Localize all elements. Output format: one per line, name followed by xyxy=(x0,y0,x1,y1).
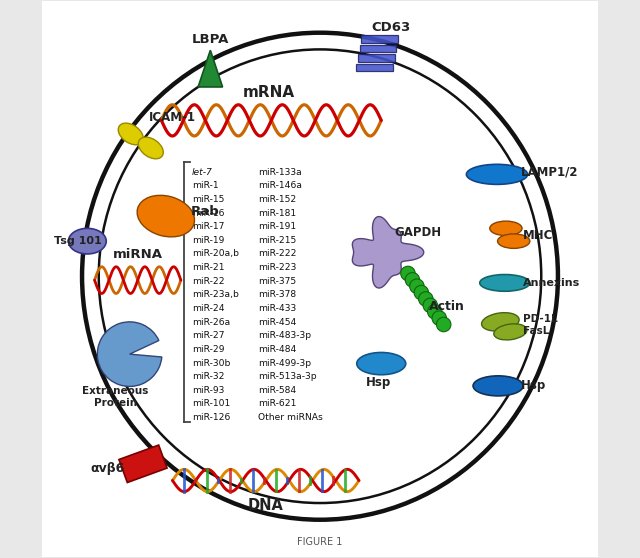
Text: DNA: DNA xyxy=(248,498,284,513)
Circle shape xyxy=(432,311,447,325)
Text: LAMP1/2: LAMP1/2 xyxy=(520,166,578,179)
Text: miR-181: miR-181 xyxy=(258,209,296,218)
Ellipse shape xyxy=(473,376,523,396)
Text: miR-584: miR-584 xyxy=(258,386,296,395)
Text: Extraneous
Protein: Extraneous Protein xyxy=(82,387,148,408)
Polygon shape xyxy=(198,50,223,87)
Text: miR-1: miR-1 xyxy=(192,181,219,190)
Text: GAPDH: GAPDH xyxy=(395,226,442,239)
Text: miR-15: miR-15 xyxy=(192,195,225,204)
Text: Rab: Rab xyxy=(191,205,220,218)
Text: miR-215: miR-215 xyxy=(258,236,296,245)
Text: ICAM-1: ICAM-1 xyxy=(148,111,196,124)
Polygon shape xyxy=(119,445,167,483)
Text: Other miRNAs: Other miRNAs xyxy=(258,413,323,422)
Text: miR-30b: miR-30b xyxy=(192,359,230,368)
Text: miR-126: miR-126 xyxy=(192,413,230,422)
Polygon shape xyxy=(358,54,395,62)
Text: miR-499-3p: miR-499-3p xyxy=(258,359,311,368)
Ellipse shape xyxy=(138,137,163,159)
Ellipse shape xyxy=(480,275,530,291)
Text: miR-101: miR-101 xyxy=(192,400,230,408)
Ellipse shape xyxy=(118,123,143,145)
Text: miR-378: miR-378 xyxy=(258,290,296,299)
FancyBboxPatch shape xyxy=(35,0,605,558)
Circle shape xyxy=(436,318,451,332)
Text: αvβ6: αvβ6 xyxy=(91,462,125,475)
Text: Hsp: Hsp xyxy=(520,379,546,392)
Text: miR-433: miR-433 xyxy=(258,304,296,313)
Polygon shape xyxy=(353,217,424,288)
Polygon shape xyxy=(356,64,393,71)
Text: miR-19: miR-19 xyxy=(192,236,225,245)
Text: miR-29: miR-29 xyxy=(192,345,225,354)
Text: mRNA: mRNA xyxy=(243,85,295,100)
Text: miR-621: miR-621 xyxy=(258,400,296,408)
Text: CD63: CD63 xyxy=(372,21,411,34)
Text: Hsp: Hsp xyxy=(365,376,391,389)
Text: miR-26a: miR-26a xyxy=(192,318,230,326)
Text: miR-93: miR-93 xyxy=(192,386,225,395)
Ellipse shape xyxy=(137,195,195,237)
Text: miR-16: miR-16 xyxy=(192,209,225,218)
Circle shape xyxy=(428,305,442,319)
Ellipse shape xyxy=(356,353,406,375)
Text: miR-20a,b: miR-20a,b xyxy=(192,249,239,258)
Text: miR-22: miR-22 xyxy=(192,277,225,286)
Circle shape xyxy=(419,292,433,306)
Text: miR-152: miR-152 xyxy=(258,195,296,204)
Text: miR-483-3p: miR-483-3p xyxy=(258,331,311,340)
Text: Annexins: Annexins xyxy=(523,278,580,288)
Circle shape xyxy=(423,298,438,312)
Text: miR-484: miR-484 xyxy=(258,345,296,354)
Text: LBPA: LBPA xyxy=(191,33,229,46)
Ellipse shape xyxy=(481,312,519,331)
Text: miR-17: miR-17 xyxy=(192,222,225,231)
Text: MHC: MHC xyxy=(523,229,553,242)
Text: Tsg 101: Tsg 101 xyxy=(54,236,102,246)
Text: miR-454: miR-454 xyxy=(258,318,296,326)
Text: let-7: let-7 xyxy=(192,167,212,177)
Ellipse shape xyxy=(490,221,522,235)
Text: miR-191: miR-191 xyxy=(258,222,296,231)
Wedge shape xyxy=(97,322,162,387)
Text: miR-222: miR-222 xyxy=(258,249,296,258)
Ellipse shape xyxy=(494,324,527,340)
Text: miR-24: miR-24 xyxy=(192,304,225,313)
Circle shape xyxy=(410,279,424,294)
Text: FIGURE 1: FIGURE 1 xyxy=(298,537,342,547)
Text: miR-513a-3p: miR-513a-3p xyxy=(258,372,316,381)
Text: miR-23a,b: miR-23a,b xyxy=(192,290,239,299)
Polygon shape xyxy=(361,35,398,43)
Ellipse shape xyxy=(497,234,530,248)
Circle shape xyxy=(401,266,415,281)
Text: miR-133a: miR-133a xyxy=(258,167,301,177)
Circle shape xyxy=(414,285,429,300)
Text: PD-1L
FasL: PD-1L FasL xyxy=(523,314,557,336)
Text: miR-32: miR-32 xyxy=(192,372,225,381)
Text: Actin: Actin xyxy=(429,300,465,313)
Text: miR-27: miR-27 xyxy=(192,331,225,340)
Text: miR-21: miR-21 xyxy=(192,263,225,272)
Polygon shape xyxy=(360,45,396,52)
Text: miR-223: miR-223 xyxy=(258,263,296,272)
Ellipse shape xyxy=(68,228,106,254)
Text: miR-146a: miR-146a xyxy=(258,181,301,190)
Text: miR-375: miR-375 xyxy=(258,277,296,286)
Text: miRNA: miRNA xyxy=(113,248,163,261)
Circle shape xyxy=(405,272,420,287)
Ellipse shape xyxy=(467,165,527,184)
